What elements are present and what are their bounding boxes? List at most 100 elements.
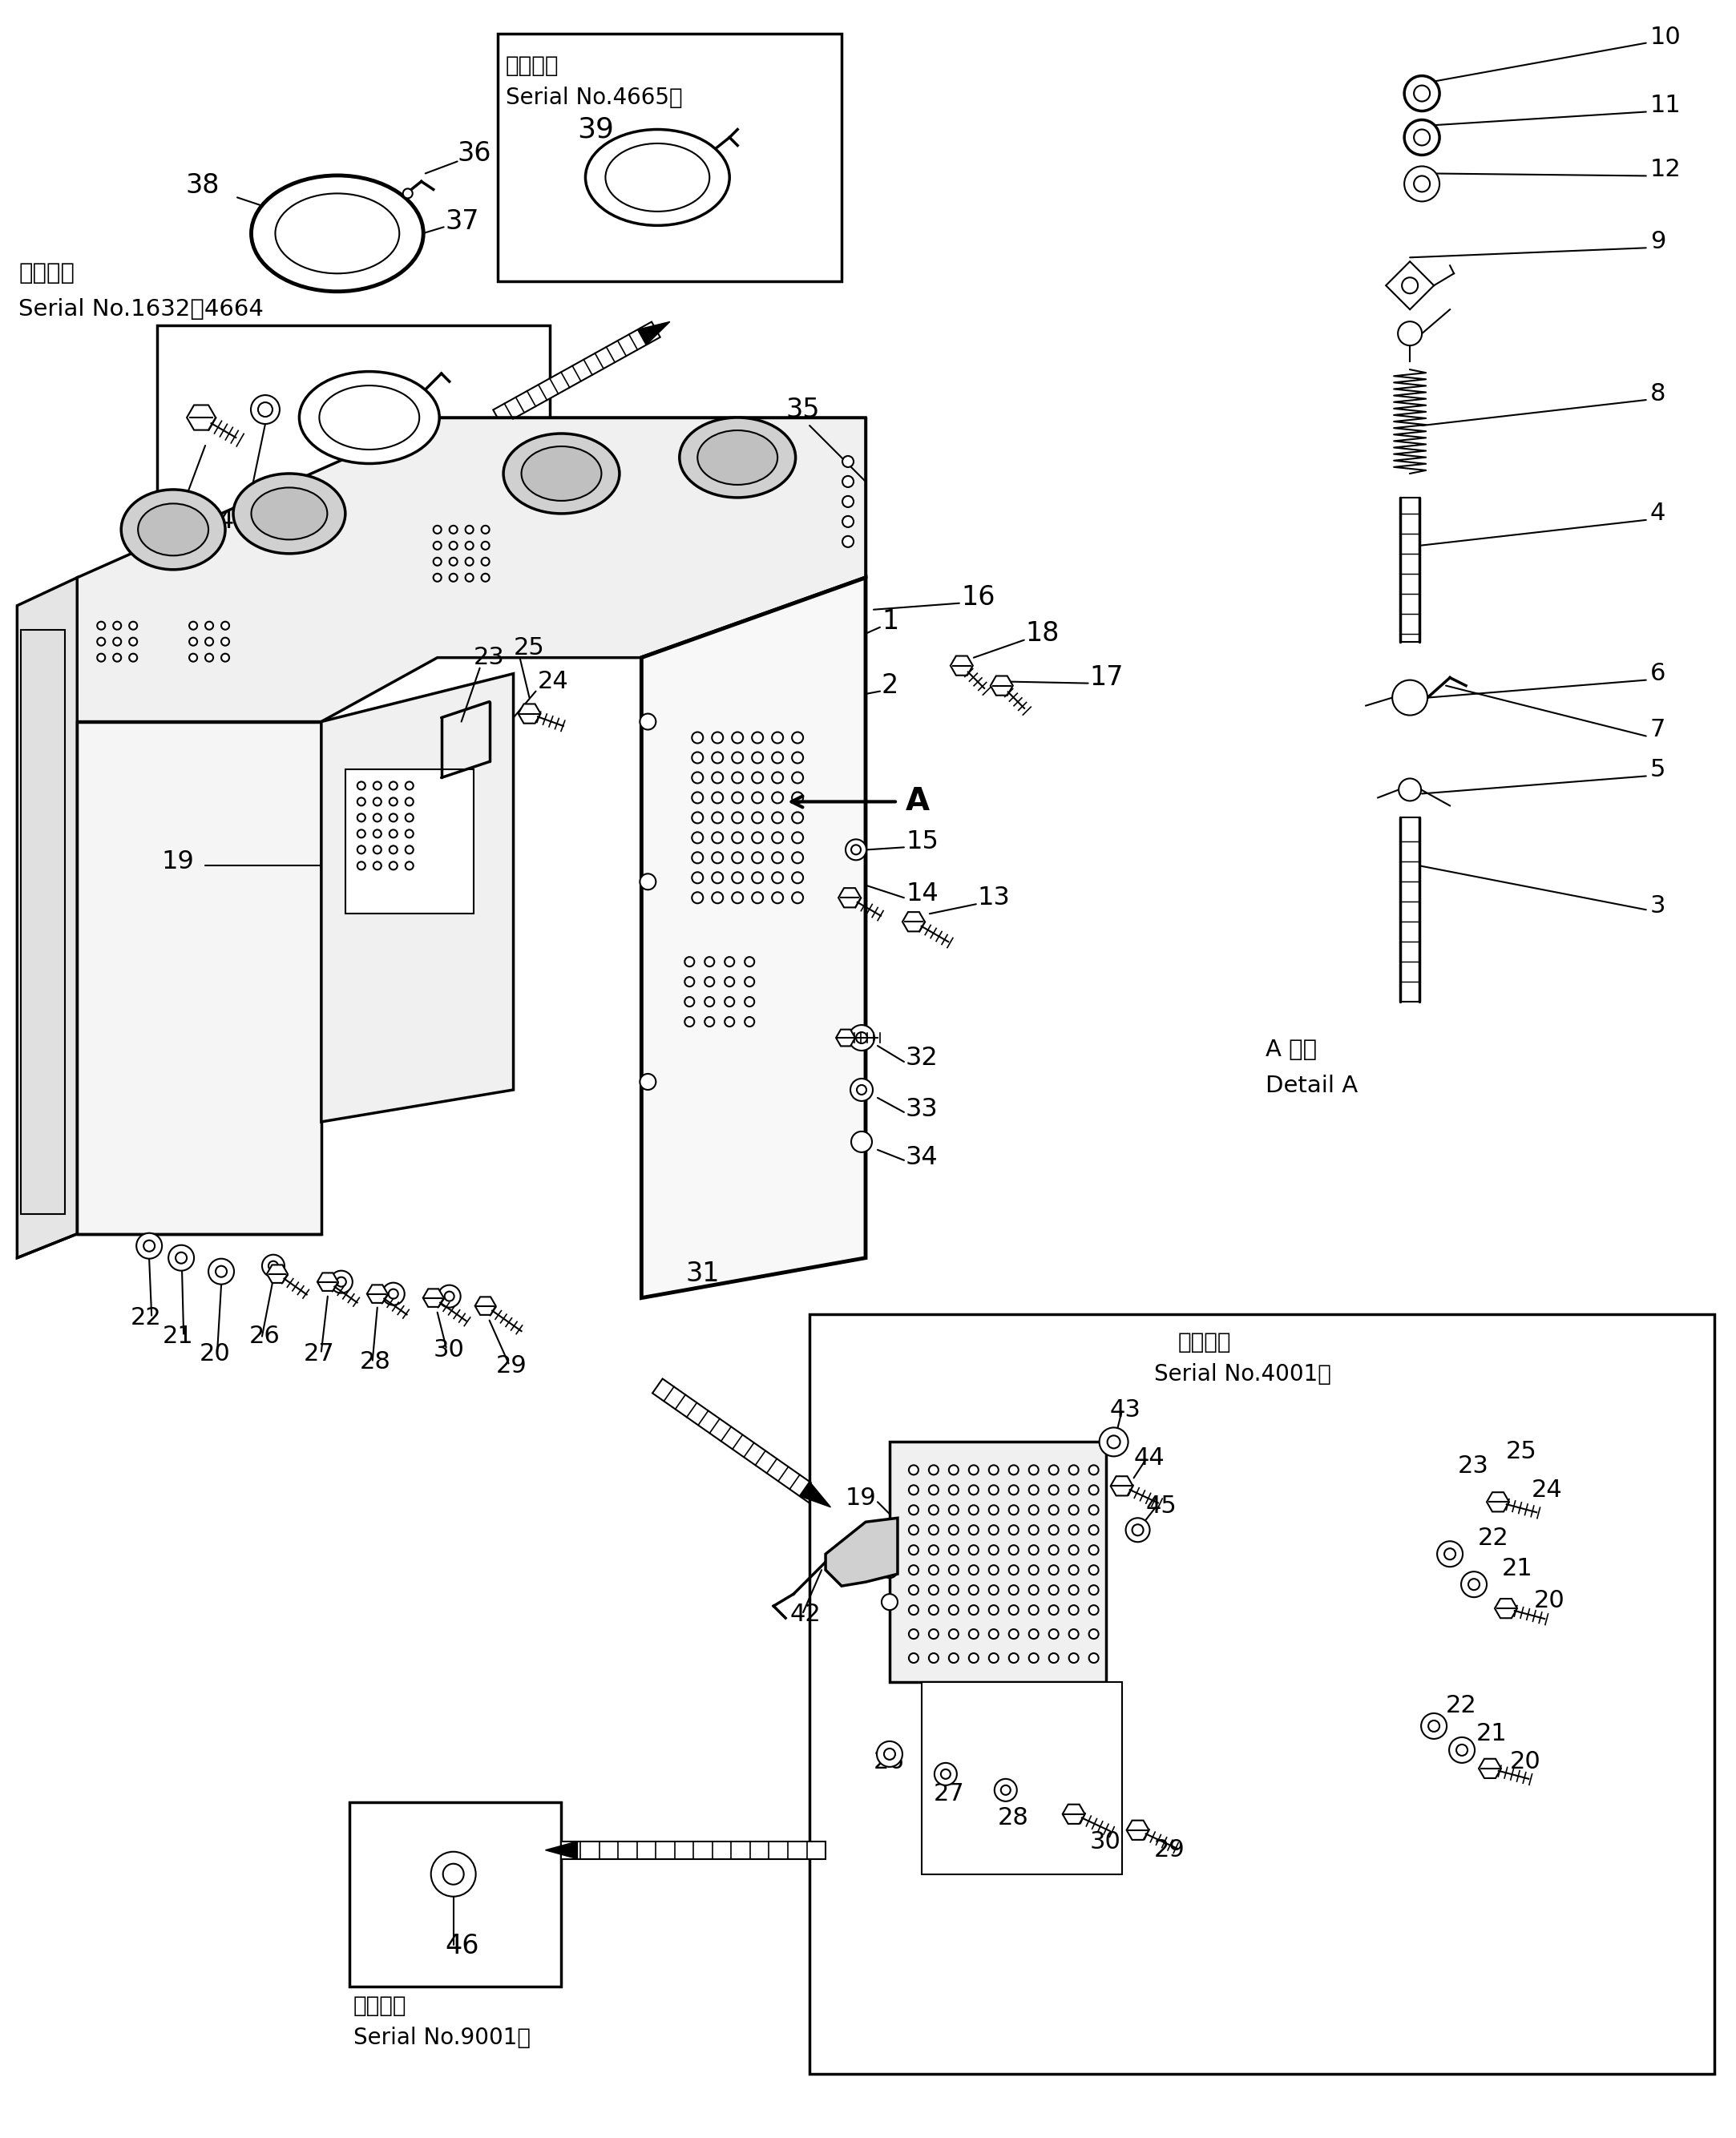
Polygon shape — [1479, 1760, 1502, 1779]
Circle shape — [481, 526, 490, 534]
Circle shape — [792, 892, 804, 904]
Text: 29: 29 — [496, 1353, 526, 1377]
Circle shape — [882, 1563, 898, 1578]
Circle shape — [1444, 1548, 1455, 1559]
Circle shape — [389, 862, 398, 870]
Bar — [809, 1315, 1713, 2074]
Text: 4: 4 — [1649, 502, 1665, 526]
Circle shape — [481, 541, 490, 549]
Bar — [345, 770, 474, 913]
Circle shape — [1029, 1653, 1038, 1663]
Text: 7: 7 — [1649, 718, 1665, 742]
Circle shape — [128, 622, 137, 629]
Circle shape — [693, 832, 703, 842]
Circle shape — [259, 402, 273, 417]
Text: 30: 30 — [1090, 1830, 1121, 1854]
Circle shape — [1029, 1565, 1038, 1576]
Text: 39: 39 — [306, 517, 339, 543]
Circle shape — [910, 1524, 918, 1535]
Circle shape — [773, 772, 783, 783]
Circle shape — [358, 797, 365, 806]
Circle shape — [1049, 1546, 1059, 1554]
Circle shape — [1049, 1653, 1059, 1663]
Text: 21: 21 — [1476, 1723, 1507, 1747]
Circle shape — [910, 1465, 918, 1475]
Circle shape — [465, 526, 474, 534]
Circle shape — [450, 573, 457, 582]
Circle shape — [950, 1505, 958, 1516]
Circle shape — [208, 1259, 234, 1285]
Circle shape — [950, 1565, 958, 1576]
Text: 45: 45 — [1146, 1494, 1177, 1518]
Circle shape — [252, 396, 279, 423]
Circle shape — [1399, 778, 1422, 802]
Circle shape — [990, 1653, 998, 1663]
Circle shape — [1404, 167, 1439, 201]
Circle shape — [262, 1255, 285, 1276]
Circle shape — [1413, 175, 1430, 192]
Circle shape — [1069, 1486, 1078, 1494]
Polygon shape — [424, 1289, 444, 1306]
Circle shape — [431, 1852, 476, 1896]
Text: 40: 40 — [158, 490, 189, 513]
Text: 46: 46 — [446, 1933, 479, 1958]
Circle shape — [373, 862, 382, 870]
Circle shape — [773, 812, 783, 823]
Circle shape — [1088, 1505, 1099, 1516]
Circle shape — [712, 812, 724, 823]
Circle shape — [481, 573, 490, 582]
Circle shape — [929, 1653, 939, 1663]
Circle shape — [358, 847, 365, 853]
Polygon shape — [76, 417, 866, 723]
Text: 13: 13 — [977, 885, 1010, 911]
Text: 適用号機: 適用号機 — [354, 1995, 406, 2018]
Bar — [349, 1802, 561, 1986]
Circle shape — [693, 753, 703, 763]
Circle shape — [733, 772, 743, 783]
Circle shape — [641, 1073, 656, 1090]
Circle shape — [773, 753, 783, 763]
Circle shape — [990, 1606, 998, 1614]
Circle shape — [1069, 1524, 1078, 1535]
Circle shape — [1069, 1653, 1078, 1663]
Circle shape — [189, 637, 198, 646]
Circle shape — [858, 1084, 866, 1095]
Circle shape — [389, 797, 398, 806]
Circle shape — [1029, 1546, 1038, 1554]
Circle shape — [1125, 1518, 1149, 1541]
Circle shape — [1469, 1578, 1479, 1591]
Circle shape — [733, 872, 743, 883]
Circle shape — [712, 753, 724, 763]
Circle shape — [990, 1629, 998, 1640]
Polygon shape — [1127, 1819, 1149, 1841]
Circle shape — [1009, 1505, 1019, 1516]
Circle shape — [220, 622, 229, 629]
Circle shape — [1029, 1465, 1038, 1475]
Polygon shape — [950, 656, 972, 676]
Circle shape — [724, 958, 734, 966]
Ellipse shape — [233, 472, 345, 554]
Circle shape — [910, 1486, 918, 1494]
Text: 23: 23 — [1458, 1454, 1489, 1477]
Circle shape — [97, 637, 106, 646]
Circle shape — [910, 1653, 918, 1663]
Circle shape — [990, 1524, 998, 1535]
Circle shape — [1049, 1465, 1059, 1475]
Circle shape — [389, 815, 398, 821]
Circle shape — [437, 1285, 460, 1308]
Circle shape — [969, 1524, 979, 1535]
Circle shape — [693, 731, 703, 744]
Polygon shape — [476, 1298, 496, 1315]
Text: 3: 3 — [1649, 894, 1665, 917]
Circle shape — [113, 654, 122, 661]
Circle shape — [752, 872, 764, 883]
Circle shape — [752, 772, 764, 783]
Circle shape — [1029, 1584, 1038, 1595]
Circle shape — [849, 1024, 875, 1050]
Circle shape — [1088, 1465, 1099, 1475]
Text: Serial No.1632～4664: Serial No.1632～4664 — [19, 299, 264, 321]
Ellipse shape — [252, 487, 328, 539]
Circle shape — [113, 637, 122, 646]
Circle shape — [434, 558, 441, 567]
Circle shape — [1404, 120, 1439, 156]
